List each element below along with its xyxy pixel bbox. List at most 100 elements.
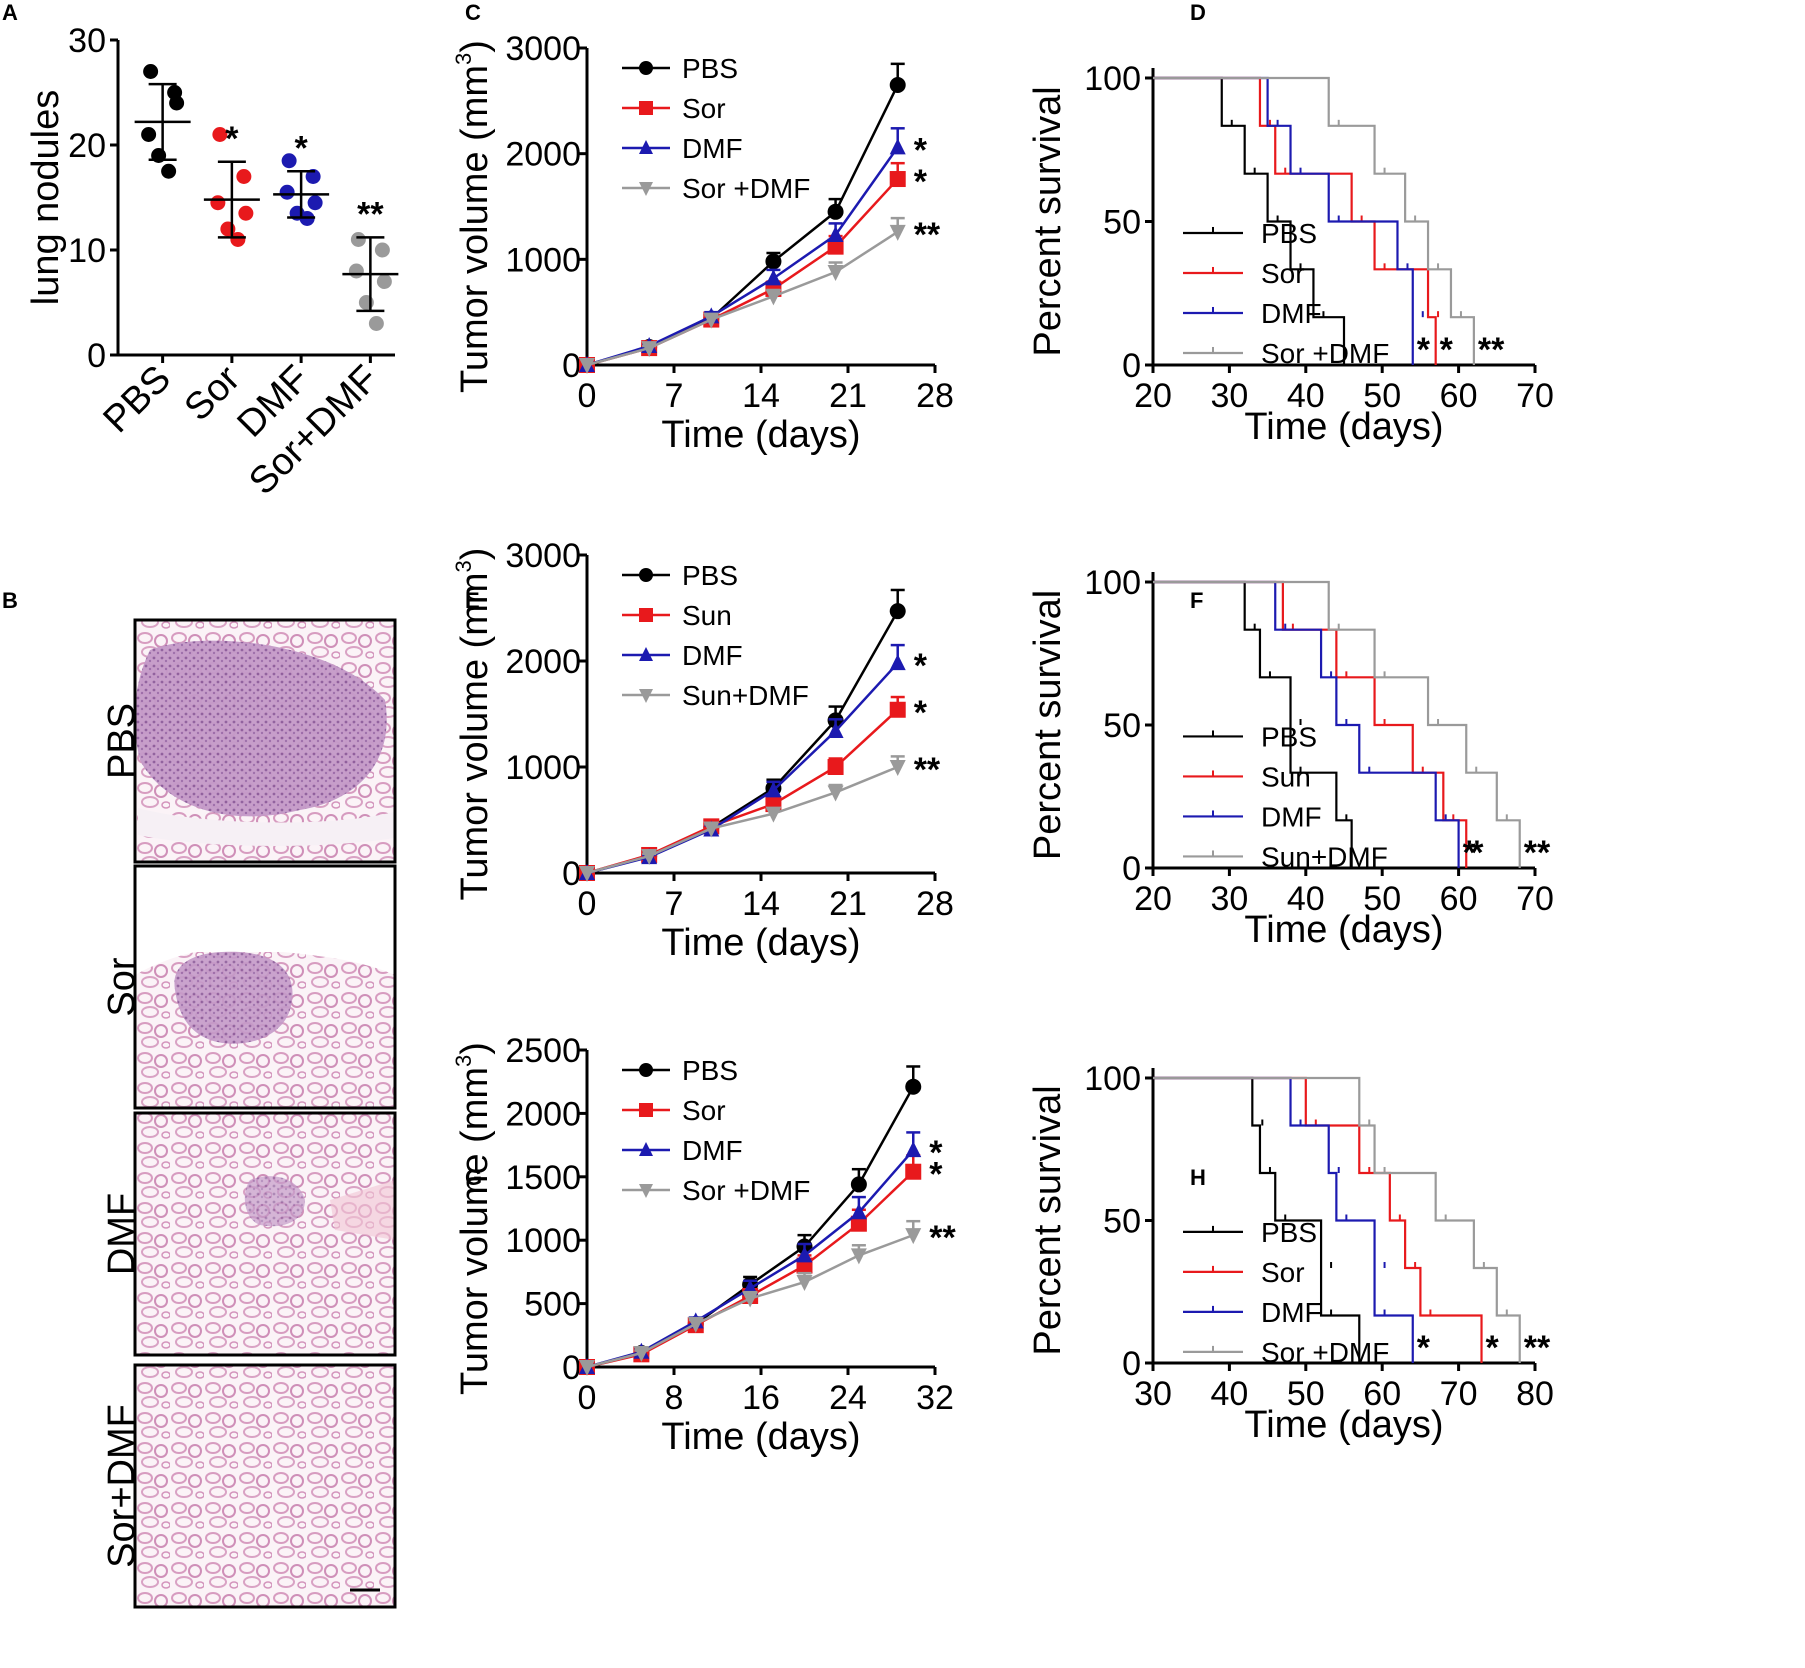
- x-axis-label: Time (days): [1244, 909, 1443, 951]
- x-tick-label: 60: [1440, 880, 1478, 918]
- legend-label: DMF: [1261, 801, 1322, 832]
- legend-label: PBS: [682, 1055, 738, 1086]
- histology-panel-dmf: [133, 1111, 397, 1357]
- panel-letter-b: B: [2, 588, 18, 613]
- data-point: [796, 1275, 813, 1292]
- y-tick-label: 2500: [505, 1032, 581, 1070]
- significance-label: **: [914, 216, 941, 254]
- y-axis-label: Percent survival: [1027, 1085, 1069, 1355]
- y-tick-label: 1000: [505, 1222, 581, 1260]
- series-sor-dmf: **: [579, 1219, 956, 1376]
- y-axis-label-superscript: 3: [451, 53, 476, 65]
- legend-label: Sor +DMF: [682, 1175, 810, 1206]
- panel-letter-a: A: [2, 0, 18, 25]
- series-sun-dmf: **: [579, 751, 941, 882]
- data-point: [579, 358, 595, 374]
- legend-label: PBS: [1261, 721, 1317, 752]
- data-point: [796, 1246, 813, 1263]
- y-tick-label: 0: [1122, 850, 1141, 888]
- legend-label: DMF: [682, 640, 743, 671]
- series-pbs: [1153, 580, 1353, 868]
- histology-panel-sor-dmf: [133, 1363, 397, 1609]
- data-point: [889, 138, 906, 155]
- data-point: [368, 316, 384, 331]
- vessel-lumen: [138, 808, 394, 846]
- significance-label: **: [1478, 331, 1505, 369]
- series-sor-dmf: [1153, 76, 1475, 365]
- x-tick-label: 0: [578, 1379, 597, 1417]
- panel-letter-f: F: [1190, 588, 1203, 613]
- panel-letter-g: G: [465, 1165, 482, 1190]
- legend-label: Sun+DMF: [1261, 841, 1388, 872]
- y-tick-label: 500: [524, 1286, 581, 1324]
- series-pbs: [1153, 76, 1346, 365]
- y-tick-label: 0: [562, 855, 581, 893]
- survival-curve: [1153, 1076, 1361, 1363]
- data-point: [641, 341, 658, 358]
- data-point: [827, 226, 844, 243]
- y-tick-label: 100: [1084, 1060, 1141, 1098]
- y-tick-label: 0: [87, 337, 106, 375]
- histology-label-pbs: PBS: [101, 703, 143, 779]
- significance-label: *: [1417, 331, 1431, 369]
- x-tick-label: 21: [829, 885, 867, 923]
- legend-label: Sor: [682, 1095, 726, 1126]
- significance-label: **: [929, 1219, 956, 1257]
- x-tick-label: 30: [1134, 1375, 1172, 1413]
- x-tick-label: 40: [1210, 1375, 1248, 1413]
- y-tick-label: 2000: [505, 1095, 581, 1133]
- survival-curve: [1153, 76, 1414, 365]
- x-axis-label: Time (days): [661, 922, 860, 964]
- data-point: [765, 289, 782, 306]
- data-point: [210, 195, 226, 211]
- significance-label: *: [1440, 331, 1454, 369]
- legend-marker: [639, 61, 653, 75]
- x-tick-label: 16: [742, 1379, 780, 1417]
- data-point: [889, 171, 906, 188]
- series-line: [586, 230, 899, 367]
- legend-marker: [639, 101, 653, 115]
- data-point: [765, 269, 782, 286]
- data-point: [905, 1228, 922, 1245]
- significance-label: *: [1486, 1329, 1500, 1367]
- histology-label-sor-dmf: Sor+DMF: [101, 1404, 143, 1568]
- y-tick-label: 1000: [505, 241, 581, 279]
- legend-label: Sun: [682, 600, 732, 631]
- y-tick-label: 10: [68, 232, 106, 270]
- data-point: [374, 242, 390, 258]
- legend-label: Sor +DMF: [682, 173, 810, 204]
- y-tick-label: 100: [1084, 60, 1141, 98]
- x-tick-label: 8: [665, 1379, 684, 1417]
- data-point: [827, 785, 844, 802]
- series-dmf: *: [579, 127, 928, 372]
- x-tick-label: 14: [742, 377, 780, 415]
- y-tick-label: 0: [1122, 1345, 1141, 1383]
- data-point: [376, 274, 392, 289]
- histology-panel-sor: [133, 864, 397, 1110]
- x-tick-label: 32: [916, 1379, 954, 1417]
- data-point: [703, 821, 720, 838]
- significance-label: *: [1463, 834, 1477, 872]
- data-point: [905, 1163, 922, 1180]
- y-tick-label: 20: [68, 127, 106, 165]
- legend-marker: [639, 1103, 653, 1117]
- y-tick-label: 1500: [505, 1159, 581, 1197]
- significance-label: *: [929, 1156, 943, 1194]
- legend-marker: [639, 182, 653, 196]
- x-axis-label: Time (days): [661, 1416, 860, 1458]
- data-point: [905, 1078, 922, 1095]
- legend-label: Sun: [1261, 761, 1311, 792]
- series-pbs: [579, 1065, 922, 1375]
- data-point: [827, 265, 844, 282]
- data-point: [212, 127, 228, 142]
- y-tick-label: 100: [1084, 564, 1141, 602]
- y-tick-label: 0: [562, 347, 581, 385]
- series-sor-dmf: [1153, 1076, 1521, 1363]
- data-point: [827, 238, 844, 255]
- y-axis-label: lung nodules: [25, 90, 67, 306]
- y-axis-label: Tumor volume (mm3): [451, 40, 496, 393]
- chart-g: 0 500 1000 1500 2000 2500 0 8 16 24 32 Time (days) T…: [451, 1032, 956, 1458]
- series-pbs: [1153, 1076, 1361, 1363]
- data-point: [850, 1215, 867, 1232]
- histology-panel-pbs: [133, 618, 397, 864]
